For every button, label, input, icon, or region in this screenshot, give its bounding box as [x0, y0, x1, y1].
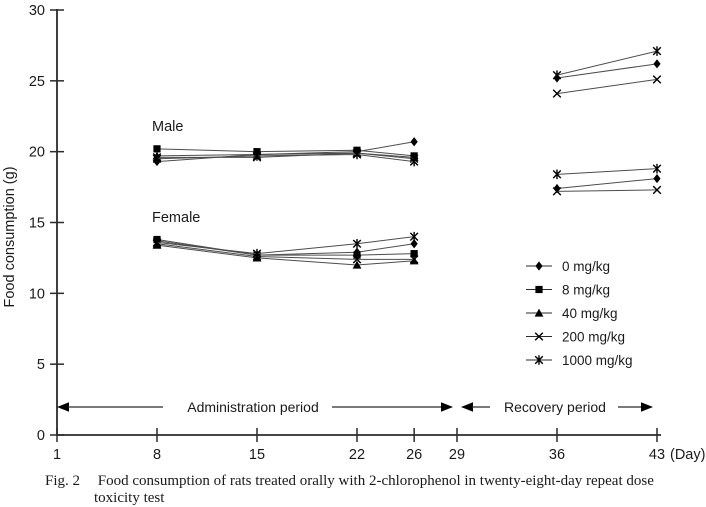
series-line-female-200-mg-kg — [556, 189, 658, 192]
series-line-female-40-mg-kg — [156, 244, 415, 266]
series-line-male-200-mg-kg — [556, 78, 658, 95]
legend-label: 8 mg/kg — [562, 283, 610, 298]
arrowhead-right-icon — [641, 402, 653, 412]
food-consumption-line-chart: Food consumption (g) 0 5 10 15 20 25 30 1 8 15 22 2… — [2, 3, 706, 463]
x-tick-label: 1 — [53, 447, 61, 463]
square-marker — [153, 145, 161, 153]
y-tick-label: 20 — [29, 145, 45, 161]
x-tick-label: 36 — [549, 447, 565, 463]
series-line-male-8-mg-kg — [156, 148, 415, 157]
star-marker — [552, 169, 562, 180]
legend-label: 40 mg/kg — [562, 306, 618, 321]
y-tick-label: 25 — [29, 74, 45, 90]
legend-star-marker — [534, 355, 544, 365]
arrowhead-left-icon — [461, 402, 473, 412]
star-marker — [409, 156, 419, 167]
series-line-female-200-mg-kg — [156, 243, 415, 260]
diamond-marker — [410, 137, 418, 147]
group-label-female: Female — [152, 210, 200, 226]
square-marker — [353, 251, 361, 259]
x-tick-label: 15 — [249, 447, 265, 463]
diamond-marker — [410, 239, 418, 249]
x-tick-label: 43 — [649, 447, 665, 463]
legend-diamond-marker — [535, 261, 543, 271]
y-tick-label: 0 — [37, 428, 45, 444]
chart-generated-content: 0 5 10 15 20 25 30 1 8 15 22 26 29 36 43 (Day) Male Femal… — [29, 3, 706, 463]
legend-triangle-marker — [534, 308, 544, 317]
figure-caption-text: Food consumption of rats treated orally … — [97, 473, 654, 489]
legend-label: 200 mg/kg — [562, 330, 625, 345]
diamond-marker — [653, 59, 661, 69]
x-tick-label: 29 — [449, 447, 465, 463]
diamond-marker — [553, 183, 561, 194]
figure-number-label: Fig. 2 — [45, 473, 81, 489]
series-line-female-8-mg-kg — [156, 239, 415, 256]
x-tick-label: 22 — [349, 447, 365, 463]
series-line-male-1000-mg-kg — [156, 153, 415, 163]
star-marker — [152, 153, 162, 164]
legend-square-marker — [535, 285, 543, 294]
x-marker — [409, 255, 419, 264]
y-tick-label: 30 — [29, 3, 45, 19]
star-marker — [552, 70, 562, 80]
y-axis-title: Food consumption (g) — [2, 166, 18, 307]
figure-caption-row: Fig. 2 Food consumption of rats treated … — [45, 473, 654, 490]
star-marker — [252, 151, 262, 161]
series-line-male-40-mg-kg — [156, 152, 415, 158]
legend-x-marker — [534, 332, 544, 341]
diamond-marker — [653, 173, 661, 184]
star-marker — [352, 149, 362, 160]
legend-label: 1000 mg/kg — [562, 353, 633, 368]
star-marker — [252, 248, 262, 259]
y-tick-label: 15 — [29, 216, 45, 232]
legend-label: 0 mg/kg — [562, 259, 610, 274]
x-marker — [352, 255, 362, 264]
star-marker — [152, 237, 162, 248]
star-marker — [409, 231, 419, 242]
star-marker — [652, 46, 662, 56]
y-tick-label: 5 — [37, 357, 45, 373]
series-line-female-1000-mg-kg — [556, 168, 658, 175]
x-marker — [552, 187, 562, 196]
series-line-male-0-mg-kg — [556, 63, 658, 79]
group-label-male: Male — [152, 119, 183, 135]
x-axis-unit-label: (Day) — [670, 447, 705, 463]
series-line-female-0-mg-kg — [156, 240, 415, 256]
recovery-period-label: Recovery period — [504, 399, 606, 415]
x-tick-label: 26 — [406, 447, 422, 463]
square-marker — [410, 250, 418, 258]
arrowhead-right-icon — [441, 402, 453, 412]
figure-caption: Fig. 2 Food consumption of rats treated … — [0, 473, 706, 507]
x-marker — [552, 89, 562, 98]
series-line-male-0-mg-kg — [156, 141, 415, 163]
star-marker — [352, 238, 362, 249]
arrowhead-left-icon — [57, 402, 69, 412]
x-tick-label: 8 — [153, 447, 161, 463]
figure-caption-line2: toxicity test — [94, 490, 165, 506]
series-line-female-0-mg-kg — [556, 178, 658, 189]
star-marker — [652, 163, 662, 174]
triangle-marker — [352, 260, 362, 269]
x-marker — [652, 75, 662, 84]
series-line-female-1000-mg-kg — [156, 236, 415, 255]
administration-period-label: Administration period — [187, 399, 319, 415]
y-tick-label: 10 — [29, 286, 45, 302]
series-line-male-1000-mg-kg — [556, 50, 658, 76]
x-marker — [652, 185, 662, 195]
